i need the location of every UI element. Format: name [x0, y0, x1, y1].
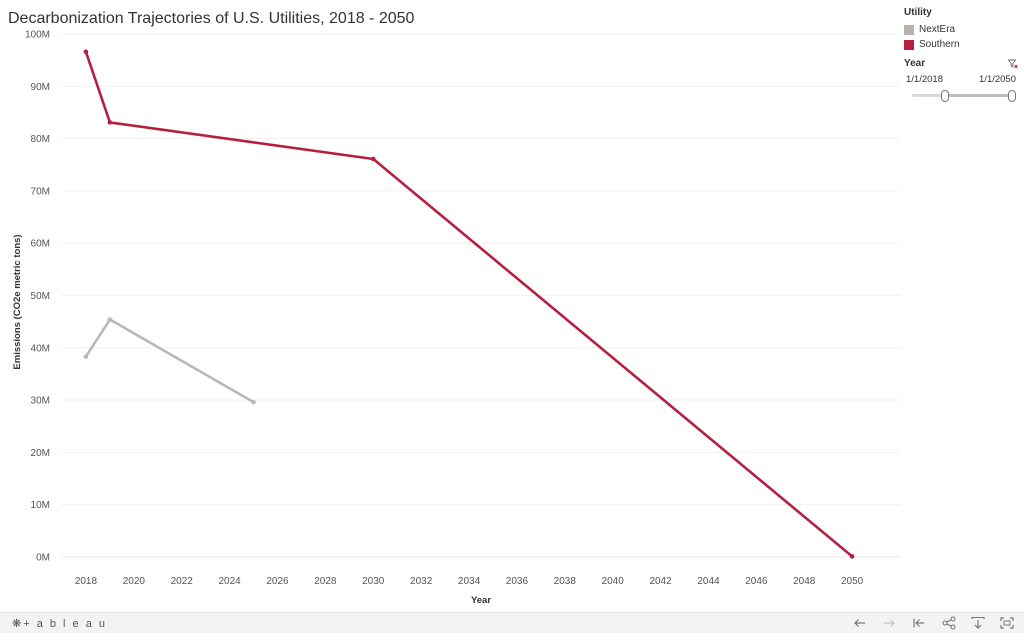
- redo-icon[interactable]: [881, 616, 897, 630]
- y-tick-label: 40M: [31, 343, 50, 354]
- data-point-nextera[interactable]: [107, 317, 113, 322]
- legend-label-nextera: NextEra: [919, 24, 956, 35]
- legend-item-southern[interactable]: Southern: [904, 37, 1016, 52]
- tableau-logo[interactable]: ❋ + a b l e a u: [12, 617, 107, 630]
- bottom-toolbar: ❋ + a b l e a u: [0, 612, 1024, 633]
- legend-item-nextera[interactable]: NextEra: [904, 22, 1016, 37]
- y-tick-label: 80M: [31, 134, 50, 145]
- year-range-slider[interactable]: [904, 88, 1018, 102]
- legend-swatch-nextera: [904, 24, 914, 35]
- x-tick-label: 2032: [410, 576, 433, 587]
- x-tick-label: 2022: [171, 576, 194, 587]
- undo-icon[interactable]: [852, 616, 868, 630]
- x-tick-label: 2018: [75, 576, 98, 587]
- x-tick-label: 2028: [314, 576, 337, 587]
- x-tick-label: 2038: [554, 576, 577, 587]
- year-filter-title: Year: [904, 58, 926, 69]
- slider-start-handle[interactable]: [941, 90, 949, 102]
- data-point-nextera[interactable]: [83, 354, 89, 359]
- legend-label-southern: Southern: [919, 39, 960, 50]
- line-chart: 0M 10M 20M 30M 40M 50M 60M 70M 80M 90M 100M 2018 202…: [12, 30, 900, 606]
- x-tick-label: 2034: [458, 576, 481, 587]
- x-tick-label: 2020: [123, 576, 146, 587]
- share-icon[interactable]: [941, 616, 957, 630]
- x-tick-label: 2050: [841, 576, 864, 587]
- y-tick-label: 90M: [31, 82, 50, 93]
- y-tick-label: 100M: [25, 30, 50, 41]
- y-tick-label: 50M: [31, 291, 50, 302]
- y-tick-label: 30M: [31, 396, 50, 407]
- tableau-logo-mark-icon: ❋: [12, 618, 22, 630]
- x-axis-title: Year: [471, 595, 491, 606]
- x-tick-label: 2040: [602, 576, 625, 587]
- x-tick-label: 2036: [506, 576, 529, 587]
- y-tick-label: 60M: [31, 239, 50, 250]
- tableau-logo-text: + a b l e a u: [23, 618, 108, 630]
- x-tick-label: 2024: [218, 576, 241, 587]
- data-point-nextera[interactable]: [251, 399, 256, 405]
- x-tick-label: 2044: [697, 576, 720, 587]
- x-tick-label: 2046: [745, 576, 768, 587]
- y-tick-label: 20M: [31, 448, 50, 459]
- data-point-southern[interactable]: [849, 554, 855, 559]
- y-tick-label: 70M: [31, 186, 50, 197]
- data-point-southern[interactable]: [107, 120, 113, 125]
- download-icon[interactable]: [970, 616, 986, 630]
- legend-swatch-southern: [904, 39, 914, 50]
- y-tick-label: 0M: [36, 552, 50, 563]
- y-tick-label: 10M: [31, 500, 50, 511]
- utility-legend: Utility NextEra Southern: [904, 7, 1016, 52]
- y-axis-title: Emissions (CO2e metric tons): [12, 234, 23, 369]
- slider-selected-range: [946, 94, 1010, 97]
- filter-clear-icon[interactable]: [1008, 59, 1018, 69]
- chart-title: Decarbonization Trajectories of U.S. Uti…: [8, 10, 415, 27]
- fullscreen-icon[interactable]: [999, 616, 1015, 630]
- year-range-end: 1/1/2050: [979, 74, 1016, 85]
- year-range-start: 1/1/2018: [906, 74, 943, 85]
- series-line-nextera[interactable]: [84, 318, 255, 404]
- x-tick-label: 2048: [793, 576, 816, 587]
- legend-title: Utility: [904, 7, 932, 18]
- x-tick-label: 2030: [362, 576, 385, 587]
- data-point-southern[interactable]: [370, 156, 376, 162]
- x-tick-label: 2042: [649, 576, 672, 587]
- slider-end-handle[interactable]: [1008, 90, 1016, 102]
- revert-icon[interactable]: [911, 616, 927, 630]
- year-filter: Year 1/1/2018 1/1/2050: [904, 57, 1018, 102]
- series-line-southern[interactable]: [84, 50, 854, 558]
- data-point-southern[interactable]: [83, 49, 89, 55]
- x-tick-label: 2026: [266, 576, 289, 587]
